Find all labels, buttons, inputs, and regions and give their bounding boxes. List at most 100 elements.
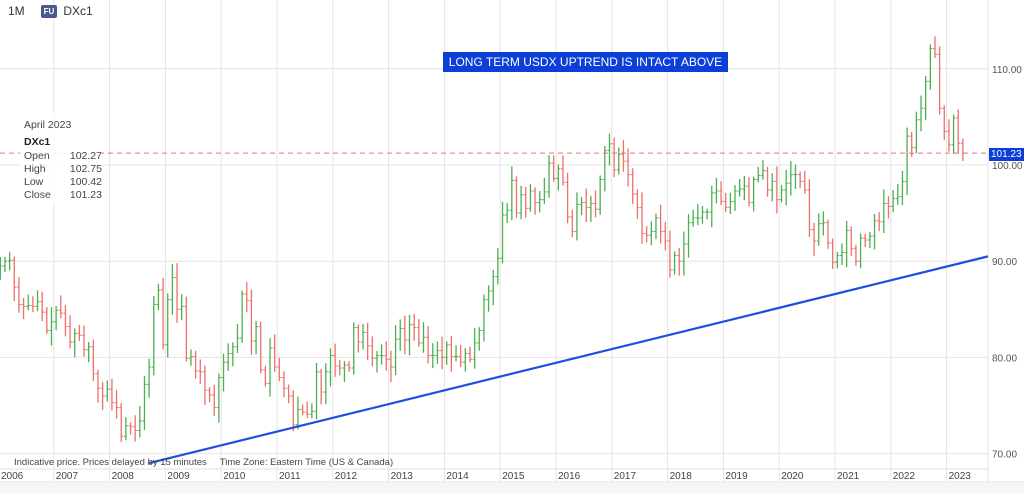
value: 102.27 (69, 150, 102, 162)
ohlc-bar (751, 176, 756, 212)
ohlc-bar (407, 314, 412, 356)
ohlc-bar (812, 222, 817, 256)
ohlc-bar (728, 192, 733, 215)
ohlc-bar (932, 36, 937, 59)
ohlc-bar (733, 185, 738, 211)
ohlc-bar (821, 211, 826, 236)
ohlc-bar (653, 213, 658, 240)
ohlc-bar (323, 363, 328, 405)
ohlc-bar (105, 380, 110, 402)
x-tick-label: 2013 (391, 471, 414, 482)
ohlc-bar (86, 342, 91, 363)
ohlc-bar (765, 166, 770, 197)
x-tick-label: 2008 (112, 471, 135, 482)
tooltip-close: Close 101.23 (24, 189, 102, 201)
ohlc-bar (960, 138, 965, 161)
ohlc-bar (365, 322, 370, 361)
ohlc-bar (774, 166, 779, 214)
ohlc-bar (686, 214, 691, 258)
ohlc-bar (398, 319, 403, 351)
ohlc-bar (416, 319, 421, 347)
ohlc-bar (16, 276, 21, 313)
ohlc-bar (356, 324, 361, 353)
x-tick-label: 2010 (223, 471, 246, 482)
ohlc-bar (491, 269, 496, 306)
ohlc-bar (858, 233, 863, 269)
y-tick-label: 110.00 (992, 65, 1022, 76)
ohlc-bar (444, 341, 449, 365)
ohlc-bar (528, 183, 533, 212)
ohlc-bar (607, 133, 612, 166)
ohlc-bar (635, 189, 640, 220)
ohlc-bar (147, 358, 152, 398)
ohlc-bar (881, 189, 886, 234)
ohlc-bar (240, 290, 245, 343)
ohlc-bar (91, 339, 96, 382)
ohlc-bar (467, 346, 472, 363)
ohlc-bar (723, 192, 728, 213)
ohlc-bar (165, 293, 170, 358)
ohlc-bar (547, 155, 552, 198)
ohlc-bar (95, 369, 100, 403)
ohlc-bar (268, 338, 273, 397)
ohlc-bar (630, 168, 635, 205)
value: 101.23 (69, 189, 102, 201)
ohlc-bar (133, 415, 138, 442)
ohlc-bar (40, 291, 45, 322)
ohlc-bar (793, 164, 798, 189)
ohlc-bar (616, 147, 621, 175)
ohlc-bar (830, 238, 835, 270)
ohlc-bar (281, 371, 286, 398)
ohlc-bar (700, 206, 705, 224)
ohlc-bar (533, 187, 538, 215)
ohlc-bar (333, 343, 338, 377)
tooltip-date: April 2023 (24, 119, 72, 131)
ohlc-bar (872, 214, 877, 250)
ohlc-bar (574, 192, 579, 241)
x-tick-label: 2020 (781, 471, 804, 482)
ohlc-bar (119, 402, 124, 442)
y-tick-label: 90.00 (992, 257, 1017, 268)
ohlc-bar (760, 160, 765, 180)
x-tick-label: 2014 (446, 471, 469, 482)
ohlc-bar (393, 325, 398, 376)
ohlc-bar (361, 324, 366, 350)
ohlc-bar (21, 298, 26, 320)
x-tick-label: 2016 (558, 471, 581, 482)
x-tick-label: 2021 (837, 471, 860, 482)
ohlc-bar (412, 313, 417, 341)
ohlc-bar (249, 289, 254, 355)
value: 102.75 (69, 163, 102, 175)
ohlc-bar (709, 185, 714, 228)
ohlc-bar (937, 46, 942, 115)
ohlc-bar (672, 251, 677, 275)
ohlc-bar (77, 324, 82, 342)
ohlc-bar (347, 361, 352, 372)
interval-selector[interactable]: 1M (8, 4, 25, 18)
ohlc-bar (598, 175, 603, 215)
ohlc-bar (839, 243, 844, 265)
ohlc-bar (226, 343, 231, 371)
label: Open (24, 150, 50, 162)
ohlc-bar (877, 212, 882, 232)
tooltip-high: High 102.75 (24, 163, 102, 175)
ohlc-bar (951, 114, 956, 154)
ohlc-bar (551, 155, 556, 182)
ohlc-bar (556, 164, 561, 191)
ohlc-bar (49, 307, 54, 346)
ohlc-bar (658, 204, 663, 244)
ohlc-bar (477, 327, 482, 351)
ohlc-bar (184, 296, 189, 362)
symbol-label[interactable]: DXc1 (63, 4, 93, 18)
ohlc-bar (277, 357, 282, 382)
ohlc-bar (523, 186, 528, 218)
ohlc-bar (156, 283, 161, 311)
ohlc-bar (905, 127, 910, 196)
ohlc-bar (863, 233, 868, 248)
ohlc-bar (542, 177, 547, 204)
ohlc-bar (481, 294, 486, 342)
ohlc-bar (798, 171, 803, 189)
ohlc-bar (584, 188, 589, 223)
ohlc-bar (179, 294, 184, 321)
